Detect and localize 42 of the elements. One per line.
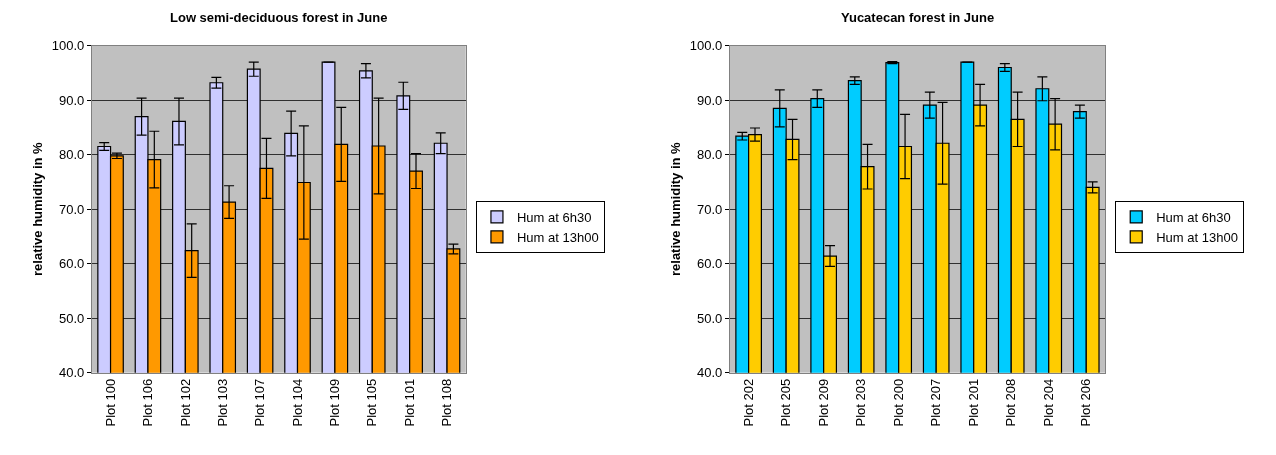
legend-label: Hum at 13h00: [1156, 229, 1238, 245]
y-tick-label: 60.0: [696, 256, 723, 272]
x-tick-label: Plot 205: [778, 378, 794, 427]
legend-label: Hum at 6h30: [1156, 210, 1231, 226]
y-axis-title: relative humidity in %: [29, 141, 45, 277]
y-tick-label: 90.0: [58, 92, 85, 108]
y-tick-label: 80.0: [696, 147, 723, 163]
x-tick-label: Plot 203: [853, 378, 869, 427]
y-tick-label: 80.0: [58, 147, 85, 163]
x-tick-label: Plot 208: [1003, 378, 1019, 427]
y-tick-label: 70.0: [696, 201, 723, 217]
y-axis-title: relative humidity in %: [667, 141, 683, 277]
x-tick-label: Plot 105: [364, 378, 380, 427]
y-tick-label: 40.0: [58, 365, 85, 381]
x-tick-label: Plot 103: [214, 378, 230, 427]
x-tick-label: Plot 107: [252, 378, 268, 427]
x-tick-label: Plot 204: [1040, 378, 1056, 427]
legend-label: Hum at 6h30: [516, 210, 592, 226]
y-tick-label: 60.0: [58, 256, 85, 272]
x-tick-label: Plot 207: [928, 378, 944, 427]
x-tick-label: Plot 102: [177, 378, 193, 427]
x-tick-label: Plot 209: [815, 378, 831, 427]
x-tick-label: Plot 100: [102, 378, 118, 427]
x-tick-label: Plot 200: [890, 378, 906, 427]
x-tick-label: Plot 201: [965, 378, 981, 427]
y-tick-label: 50.0: [696, 310, 723, 326]
y-tick-label: 90.0: [696, 92, 723, 108]
y-tick-label: 40.0: [696, 365, 723, 381]
legend-label: Hum at 13h00: [516, 229, 599, 245]
x-tick-label: Plot 101: [401, 378, 417, 427]
x-tick-label: Plot 108: [439, 378, 455, 427]
y-tick-label: 100.0: [51, 38, 85, 54]
x-tick-label: Plot 109: [327, 378, 343, 427]
x-tick-label: Plot 206: [1078, 378, 1094, 427]
y-tick-label: 100.0: [689, 38, 723, 54]
x-tick-label: Plot 106: [140, 378, 156, 427]
x-tick-label: Plot 202: [740, 378, 756, 427]
chart-title: Low semi-deciduous forest in June: [170, 10, 388, 25]
y-tick-label: 70.0: [58, 201, 85, 217]
y-tick-label: 50.0: [58, 310, 85, 326]
chart-title: Yucatecan forest in June: [841, 10, 995, 25]
x-tick-label: Plot 104: [289, 378, 305, 427]
